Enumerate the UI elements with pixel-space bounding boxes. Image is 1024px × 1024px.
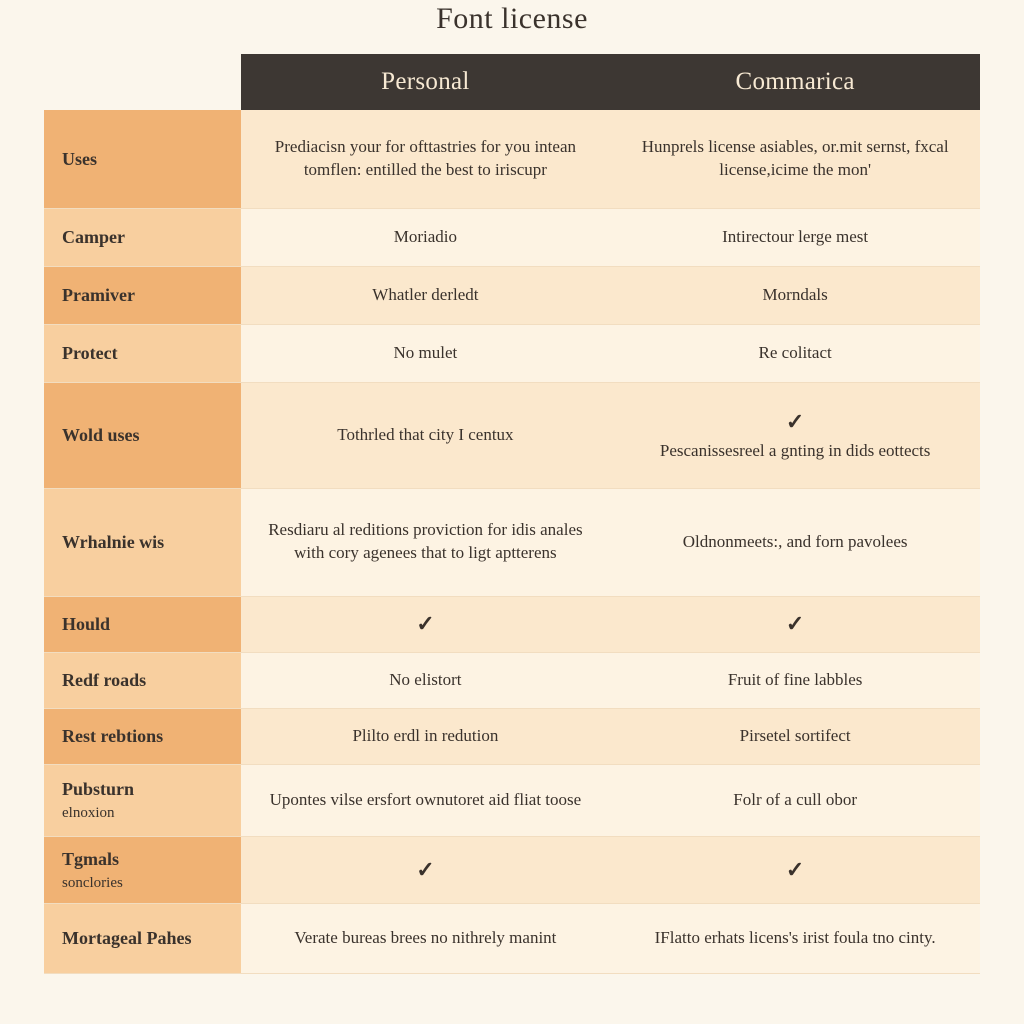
table-row: Wold usesTothrled that city I centux ✓ Pes… [44,382,980,488]
table-cell: Whatler derledt [241,266,611,324]
table-cell: ✓ Pescanissesreel a gnting in dids eottec… [610,382,980,488]
table-cell: ✓ [610,836,980,904]
table-cell: Morndals [610,266,980,324]
row-label: Camper [44,208,241,266]
table-cell: Verate bureas brees no nithrely manint [241,904,611,974]
table-row: CamperMoriadioIntirectour lerge mest [44,208,980,266]
table-row: Hould ✓ ✓ [44,596,980,652]
table-cell: ✓ [241,836,611,904]
table-body: UsesPrediacisn your for ofttastries for … [44,110,980,974]
row-label: Rest rebtions [44,708,241,764]
check-icon: ✓ [416,857,434,882]
row-label: Pramiver [44,266,241,324]
table-row: Rest rebtionsPlilto erdl in redutionPirs… [44,708,980,764]
table-row: PramiverWhatler derledtMorndals [44,266,980,324]
table-cell: Resdiaru al reditions proviction for idi… [241,488,611,596]
table-cell: Prediacisn your for ofttastries for you … [241,110,611,208]
row-label: Hould [44,596,241,652]
row-label: Protect [44,324,241,382]
row-sublabel: sonclories [62,873,227,893]
page: Font license Personal Commarica UsesPred… [0,0,1024,1024]
table-cell: Intirectour lerge mest [610,208,980,266]
table-cell: Fruit of fine labbles [610,652,980,708]
table-cell: Tothrled that city I centux [241,382,611,488]
header-empty [44,54,241,110]
table-cell: No elistort [241,652,611,708]
table-row: Tgmalssonclories ✓ ✓ [44,836,980,904]
table-cell: No mulet [241,324,611,382]
table-cell: Moriadio [241,208,611,266]
table-row: Mortageal PahesVerate bureas brees no ni… [44,904,980,974]
check-icon: ✓ [786,611,804,636]
row-label: Tgmalssonclories [44,836,241,904]
row-label: Wrhalnie wis [44,488,241,596]
table-row: Wrhalnie wisResdiaru al reditions provic… [44,488,980,596]
table-row: Redf roadsNo elistortFruit of fine labbl… [44,652,980,708]
row-label: Mortageal Pahes [44,904,241,974]
row-label: Redf roads [44,652,241,708]
table-cell: Plilto erdl in redution [241,708,611,764]
table-cell: ✓ [241,596,611,652]
row-label: Wold uses [44,382,241,488]
table-cell-text: Pescanissesreel a gnting in dids eottect… [660,441,931,460]
check-icon: ✓ [624,407,966,437]
table-cell: IFlatto erhats licens's irist foula tno … [610,904,980,974]
check-icon: ✓ [786,857,804,882]
header-personal: Personal [241,54,611,110]
table-row: ProtectNo muletRe colitact [44,324,980,382]
table-cell: Pirsetel sortifect [610,708,980,764]
check-icon: ✓ [416,611,434,636]
row-label: Pubsturnelnoxion [44,764,241,836]
row-sublabel: elnoxion [62,803,227,823]
table-row: UsesPrediacisn your for ofttastries for … [44,110,980,208]
header-row: Personal Commarica [44,54,980,110]
row-label: Uses [44,110,241,208]
header-commercial: Commarica [610,54,980,110]
table-cell: Oldnonmeets:, and forn pavolees [610,488,980,596]
table-row: PubsturnelnoxionUpontes vilse ersfort ow… [44,764,980,836]
table-cell: Re colitact [610,324,980,382]
table-cell: Upontes vilse ersfort ownutoret aid flia… [241,764,611,836]
table-cell: Folr of a cull obor [610,764,980,836]
comparison-table: Personal Commarica UsesPrediacisn your f… [44,54,980,974]
table-cell: Hunprels license asiables, or.mit sernst… [610,110,980,208]
table-cell: ✓ [610,596,980,652]
page-title: Font license [44,0,980,54]
